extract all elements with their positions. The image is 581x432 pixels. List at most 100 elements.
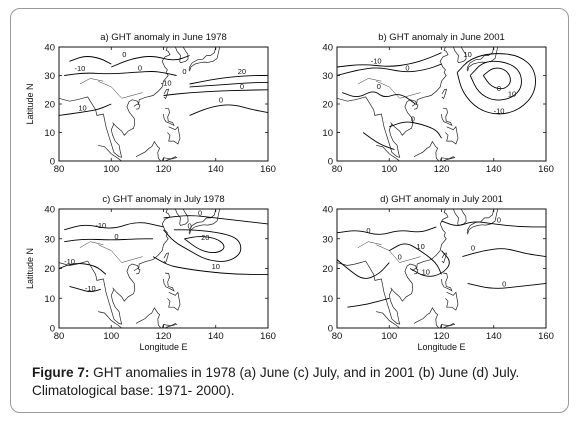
contour-label: 10 — [78, 103, 86, 112]
x-tick-label: 140 — [486, 331, 502, 342]
boundary-line — [376, 80, 421, 99]
contour-label: -10 — [371, 57, 382, 66]
contour-label: 0 — [398, 253, 402, 262]
boundary-line — [79, 78, 104, 85]
coastline — [439, 323, 456, 328]
contour-line — [467, 282, 546, 289]
x-tick-label: 140 — [208, 164, 224, 175]
contour-line — [189, 104, 268, 116]
contour-label: -10 — [85, 284, 96, 293]
coastline — [445, 291, 459, 311]
boundary-line — [98, 80, 143, 99]
x-tick-label: 100 — [103, 164, 119, 175]
x-tick-label: 140 — [486, 164, 502, 175]
coastline — [441, 88, 447, 100]
contour-line — [69, 56, 112, 65]
contour-line — [441, 220, 546, 228]
x-tick-label: 100 — [381, 164, 397, 175]
coastline-layer: -10 0 0 -10 20 0 10 0 0 — [59, 47, 268, 161]
contour-line — [64, 222, 164, 231]
coastline — [411, 268, 419, 275]
coastline — [411, 103, 419, 110]
contour-label: 20 — [201, 233, 209, 242]
y-tick-label: 0 — [328, 157, 333, 168]
contour-line — [456, 53, 536, 115]
contour-label: 0 — [198, 209, 202, 218]
coastline — [413, 140, 440, 161]
x-tick-label: 120 — [156, 331, 172, 342]
x-tick-label: 120 — [434, 164, 450, 175]
contour-label: 0 — [405, 63, 409, 72]
contour-line — [189, 75, 268, 85]
coastline — [441, 107, 453, 127]
contour-label: -10 — [74, 64, 85, 73]
y-tick-label: 30 — [322, 234, 333, 245]
contour-line — [347, 297, 390, 308]
contour-line — [59, 263, 107, 275]
coastline — [167, 291, 181, 311]
y-tick-label: 0 — [50, 157, 55, 168]
panel-title: d) GHT anomaly in July 2001 — [380, 194, 503, 205]
coastline — [167, 126, 181, 145]
coastline — [163, 252, 169, 264]
contour-line — [184, 236, 225, 254]
contour-label: 0 — [502, 279, 506, 288]
y-tick-label: 40 — [322, 43, 333, 54]
contour-label: 0 — [122, 50, 126, 59]
y-tick-label: 20 — [44, 100, 55, 111]
contour-label: -10 — [161, 79, 172, 88]
coastline — [188, 209, 221, 235]
contour-label: 0 — [114, 232, 118, 241]
coastline — [163, 107, 175, 127]
y-tick-label: 30 — [322, 71, 333, 82]
x-tick-label: 80 — [54, 164, 65, 175]
coastline — [376, 311, 400, 328]
y-tick-label: 20 — [44, 264, 55, 275]
contour-line — [362, 132, 395, 151]
coastline — [413, 307, 440, 328]
caption-label: Figure 7: — [32, 365, 90, 380]
y-tick-label: 30 — [44, 234, 55, 245]
contour-label: 0 — [188, 221, 192, 230]
coastline — [133, 103, 141, 110]
contour-line — [389, 243, 442, 275]
boundary-line — [357, 78, 382, 85]
contour-line — [64, 238, 154, 243]
contour-line — [337, 63, 442, 76]
contour-label: 0 — [366, 226, 370, 235]
panel-title: a) GHT anomaly in June 1978 — [100, 32, 227, 43]
plot-frame — [336, 46, 547, 162]
boundary-line — [79, 241, 104, 248]
contour-line — [462, 248, 546, 258]
contour-line — [69, 285, 101, 292]
coastline — [98, 311, 122, 328]
plot-frame — [58, 208, 269, 329]
coastline — [161, 156, 178, 161]
figure-caption: Figure 7: GHT anomalies in 1978 (a) June… — [32, 364, 552, 400]
coastline — [188, 47, 221, 72]
contour-label: 20 — [238, 67, 246, 76]
coastline-layer: 0 0 10 0 10 0 0 — [337, 209, 546, 328]
plot-frame — [336, 208, 547, 329]
contour-label: 10 — [508, 90, 516, 99]
x-tick-label: 80 — [332, 164, 343, 175]
panel-title: b) GHT anomaly in June 2001 — [378, 32, 505, 43]
x-tick-label: 140 — [208, 331, 224, 342]
y-tick-label: 0 — [328, 324, 333, 335]
coastline — [452, 47, 467, 64]
coastline — [59, 209, 171, 325]
y-tick-label: 20 — [322, 264, 333, 275]
x-tick-label: 100 — [381, 331, 397, 342]
x-tick-label: 160 — [260, 331, 276, 342]
caption-text: GHT anomalies in 1978 (a) June (c) July,… — [32, 365, 520, 398]
contour-label: 0 — [377, 82, 381, 91]
coastline — [163, 88, 169, 100]
contour-line — [337, 259, 390, 279]
contour-label: -10 — [494, 107, 505, 116]
contour-line — [482, 67, 511, 90]
contour-line — [389, 121, 442, 139]
